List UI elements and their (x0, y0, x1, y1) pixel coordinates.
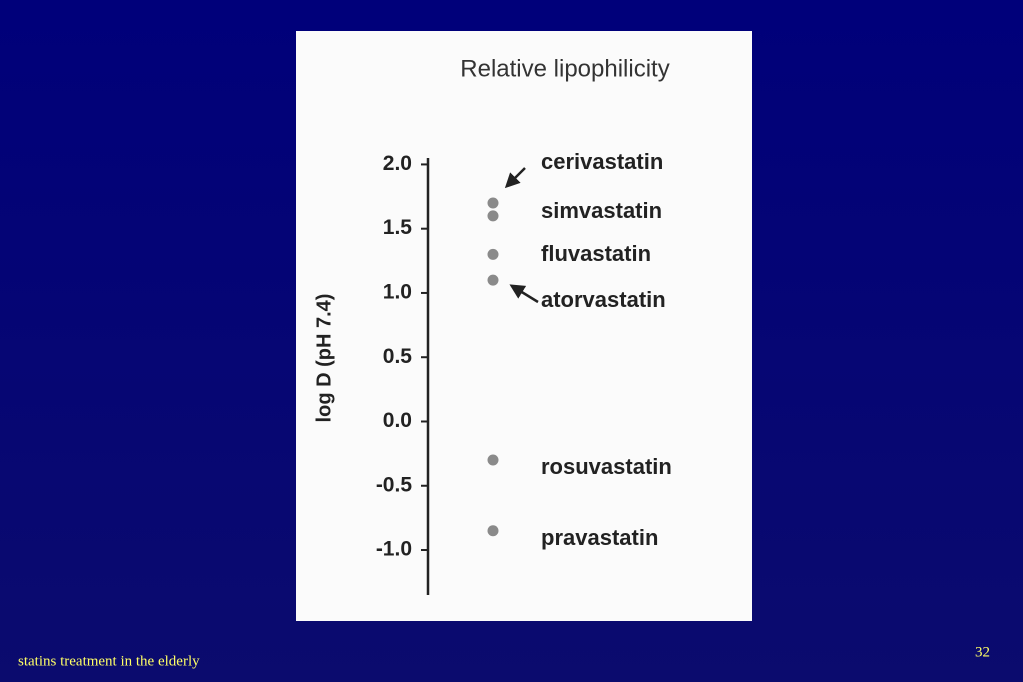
y-tick-label: 0.5 (383, 345, 413, 368)
point-label: fluvastatin (541, 241, 651, 266)
arrow (504, 167, 526, 189)
arrow (509, 284, 539, 304)
point-label: simvastatin (541, 198, 662, 223)
point (487, 454, 499, 466)
point (487, 197, 499, 209)
chart-panel (296, 31, 752, 621)
point-label: pravastatin (541, 525, 658, 550)
page-number: 32 (975, 644, 990, 660)
point (487, 210, 499, 222)
y-tick-label: 1.0 (383, 281, 412, 304)
y-tick-label: 1.5 (383, 216, 413, 239)
point (487, 525, 499, 537)
y-tick-label: -0.5 (376, 473, 413, 496)
y-axis-label: log D (pH 7.4) (313, 294, 335, 423)
y-tick-label: 0.0 (383, 409, 412, 432)
y-tick-label: -1.0 (376, 538, 412, 561)
point (487, 274, 499, 286)
point-label: cerivastatin (541, 149, 663, 174)
chart-title: Relative lipophilicity (460, 55, 669, 82)
footer-text: statins treatment in the elderly (18, 653, 200, 669)
y-tick-label: 2.0 (383, 152, 412, 175)
point-label: rosuvastatin (541, 454, 672, 479)
point (487, 248, 499, 260)
point-label: atorvastatin (541, 287, 666, 312)
